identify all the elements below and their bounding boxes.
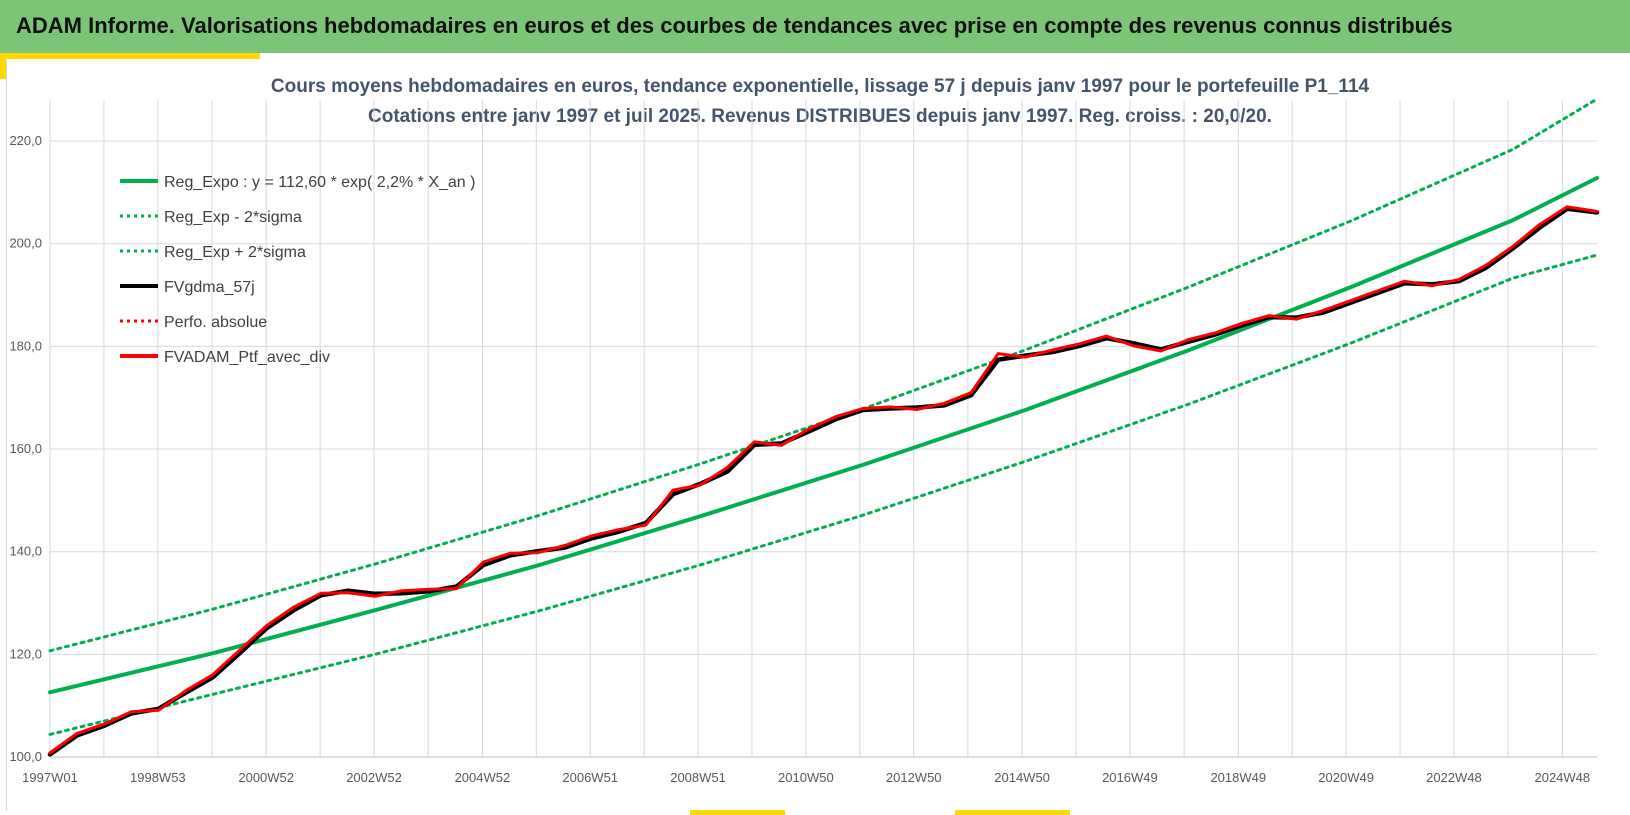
legend-label: FVgdma_57j [164, 279, 255, 296]
chart-frame [6, 59, 1628, 811]
chart-title-line-2: Cotations entre janv 1997 et juil 2025. … [368, 106, 1272, 127]
legend-item-perfo-absolue: Perfo. absolue [120, 314, 267, 331]
plot-series [47, 97, 1600, 757]
y-tick-label: 200,0 [9, 236, 42, 251]
legend-item-fvgdma: FVgdma_57j [120, 279, 255, 296]
legend-label: Reg_Exp + 2*sigma [164, 244, 306, 261]
fvadam-ptf-avec-div-line [48, 205, 1599, 755]
x-tick-label: 2024W48 [1534, 770, 1590, 785]
x-tick-label: 2004W52 [455, 770, 511, 785]
y-tick-label: 160,0 [9, 441, 42, 456]
accent-bar-bottom-1 [690, 810, 785, 815]
legend-label: Reg_Expo : y = 112,60 * exp( 2,2% * X_an… [164, 174, 475, 191]
chart-title-line-1: Cours moyens hebdomadaires en euros, ten… [271, 76, 1370, 97]
x-tick-label: 2016W49 [1102, 770, 1158, 785]
y-tick-label: 100,0 [9, 749, 42, 764]
fvgdma-57j-line [47, 206, 1600, 757]
accent-bar-left [0, 53, 6, 79]
x-tick-label: 2020W49 [1318, 770, 1374, 785]
reg-expo-line [48, 176, 1599, 695]
y-tick-label: 120,0 [9, 646, 42, 661]
x-tick-label: 2012W50 [886, 770, 942, 785]
header-banner: ADAM Informe. Valorisations hebdomadaire… [0, 0, 1630, 53]
x-tick-label: 2000W52 [238, 770, 294, 785]
y-tick-label: 140,0 [9, 544, 42, 559]
x-tick-label: 2022W48 [1426, 770, 1482, 785]
y-tick-label: 180,0 [9, 338, 42, 353]
legend-item-reg-exp-plus: Reg_Exp + 2*sigma [120, 244, 306, 261]
x-tick-label: 2010W50 [778, 770, 834, 785]
x-axis-ticks: 1997W01 1998W53 2000W52 2002W52 2004W52 2006W… [22, 770, 1590, 785]
x-tick-label: 2002W52 [346, 770, 402, 785]
x-tick-label: 1998W53 [130, 770, 186, 785]
x-tick-label: 2018W49 [1210, 770, 1266, 785]
reg-exp-minus-2sigma-line [48, 253, 1599, 736]
x-tick-label: 2014W50 [994, 770, 1050, 785]
banner-title: ADAM Informe. Valorisations hebdomadaire… [16, 13, 1453, 38]
legend-label: Reg_Exp - 2*sigma [164, 209, 302, 226]
legend-item-fvadam: FVADAM_Ptf_avec_div [120, 349, 330, 366]
legend-item-reg-expo: Reg_Expo : y = 112,60 * exp( 2,2% * X_an… [120, 174, 475, 191]
x-tick-label: 1997W01 [22, 770, 78, 785]
legend: Reg_Expo : y = 112,60 * exp( 2,2% * X_an… [120, 174, 475, 366]
accent-bar-bottom-2 [955, 810, 1070, 815]
gridlines [49, 100, 1597, 758]
x-tick-label: 2008W51 [670, 770, 726, 785]
accent-bar-top [0, 53, 260, 59]
y-axis-ticks: 100,0 120,0 140,0 160,0 180,0 200,0 220,0 [9, 133, 42, 764]
y-tick-label: 220,0 [9, 133, 42, 148]
legend-label: Perfo. absolue [164, 314, 267, 331]
x-tick-label: 2006W51 [562, 770, 618, 785]
legend-label: FVADAM_Ptf_avec_div [164, 349, 330, 366]
legend-item-reg-exp-minus: Reg_Exp - 2*sigma [120, 209, 302, 226]
